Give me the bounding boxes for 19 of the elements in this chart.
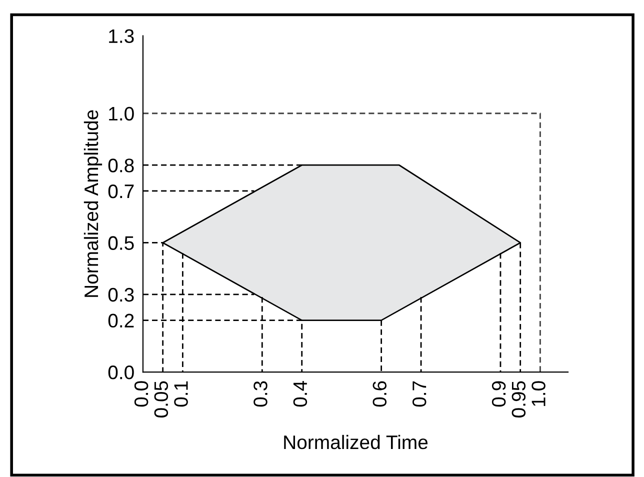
- x-tick-label: 0.9: [492, 381, 506, 407]
- x-tick-label: 0.3: [254, 381, 268, 407]
- x-tick-label: 0.05: [154, 381, 168, 418]
- x-tick-label: 0.4: [293, 380, 308, 407]
- x-tick-label: 0.7: [412, 381, 426, 407]
- y-tick-label: 1.3: [109, 29, 134, 44]
- y-tick-label: 0.5: [108, 236, 134, 250]
- x-axis-title: Normalized Time: [284, 434, 428, 450]
- y-tick-label: 0.0: [108, 366, 134, 380]
- y-tick-label: 0.2: [108, 314, 134, 328]
- x-tick-label: 1.0: [532, 381, 546, 406]
- x-tick-label: 0.6: [372, 381, 387, 407]
- y-tick-label: 1.0: [109, 106, 134, 121]
- y-tick-label: 0.8: [108, 158, 134, 172]
- y-tick-label: 0.7: [108, 184, 134, 198]
- y-axis-title: Normalized Amplitude: [84, 110, 102, 297]
- x-tick-label: 0.95: [512, 381, 526, 418]
- x-tick-label: 0.1: [174, 381, 188, 407]
- y-tick-label: 0.3: [108, 288, 134, 302]
